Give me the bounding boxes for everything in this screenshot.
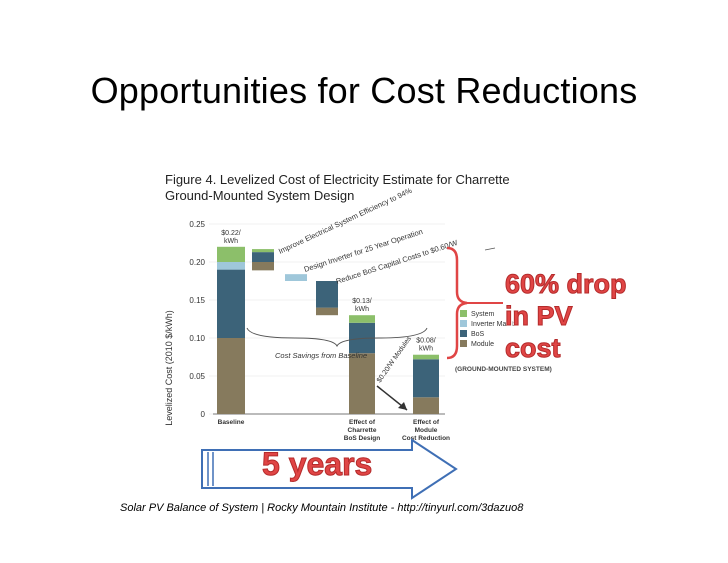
bar-segment-step-electrical-module [252,262,274,271]
legend-label-inverter: Inverter Maint. [471,321,516,328]
chart-svg: Levelized Cost (2010 $/kWh) 0 0.05 0.10 0.1… [164,186,552,442]
bar-segment-step-bos-module [316,307,338,316]
legend-swatch-module [460,340,467,347]
drop-callout: 60% drop in PV cost [505,268,635,364]
total-label-module-cost: kWh [419,346,433,353]
chart-title-line2: Ground-Mounted System Design [165,188,355,203]
bar-segment-module-cost-bos [413,359,439,398]
y-axis-label: Levelized Cost (2010 $/kWh) [164,310,174,426]
source-caption: Solar PV Balance of System | Rocky Mount… [120,502,524,514]
y-tick-label: 0.15 [189,296,205,305]
timeline-arrow [201,438,458,500]
bar-segment-module-cost-module [413,397,439,414]
bar-segment-charrette-system [349,315,375,323]
x-label-module-cost: Cost Reduction [402,435,450,442]
years-label: 5 years [261,446,373,483]
legend-label-module: Module [471,341,494,348]
chart-figure: Figure 4. Levelized Cost of Electricity … [155,168,575,460]
bar-segment-baseline-inverter [217,262,245,270]
bar-segment-module-cost-system [413,354,439,360]
x-label-charrette: BoS Design [344,435,381,442]
x-label-baseline: Baseline [218,419,245,426]
module-drop-arrow-head [398,402,407,410]
y-tick-label: 0.20 [189,258,205,267]
x-label-charrette: Charrette [348,427,377,434]
drop-callout-line1: 60% drop [505,269,628,300]
annotation-savings: Cost Savings from Baseline [275,351,367,360]
legend-swatch-inverter [460,320,467,327]
bar-segment-baseline-module [217,338,245,414]
y-tick-label: 0.05 [189,372,205,381]
slide-title: Opportunities for Cost Reductions [90,70,638,111]
y-tick-label: 0.25 [189,220,205,229]
y-tick-label: 0 [201,410,206,419]
annotation-module-price: $0.20/W Modules [376,335,413,384]
bar-segment-baseline-bos [217,269,245,338]
chart-title-line1: Figure 4. Levelized Cost of Electricity … [165,172,510,187]
bar-segment-step-inverter-inverter [285,274,307,281]
bar-segment-step-electrical-system [252,249,274,253]
x-label-charrette: Effect of [349,419,376,426]
bar-segment-step-electrical-bos [252,252,274,262]
legend-swatch-system [460,310,467,317]
bar-segment-baseline-system [217,246,245,262]
bar-segment-charrette-module [349,353,375,414]
drop-bracket [446,246,503,360]
annotation-bos-leader [484,247,496,251]
total-label-charrette: $0.13/ [352,298,372,305]
total-label-module-cost: $0.08/ [416,338,436,345]
legend-label-bos: BoS [471,331,485,338]
total-label-baseline: $0.22/ [221,230,241,237]
chart-title: Figure 4. Levelized Cost of Electricity … [165,172,510,204]
legend-note: (GROUND-MOUNTED SYSTEM) [455,366,552,373]
x-label-module-cost: Module [415,427,438,434]
savings-brace [246,327,428,348]
x-label-module-cost: Effect of [413,419,440,426]
legend-label-system: System [471,311,495,318]
total-label-charrette: kWh [355,306,369,313]
legend-swatch-bos [460,330,467,337]
drop-callout-line2: in PV cost [505,301,574,364]
y-tick-label: 0.10 [189,334,205,343]
total-label-baseline: kWh [224,238,238,245]
bar-segment-step-bos-bos [316,281,338,308]
